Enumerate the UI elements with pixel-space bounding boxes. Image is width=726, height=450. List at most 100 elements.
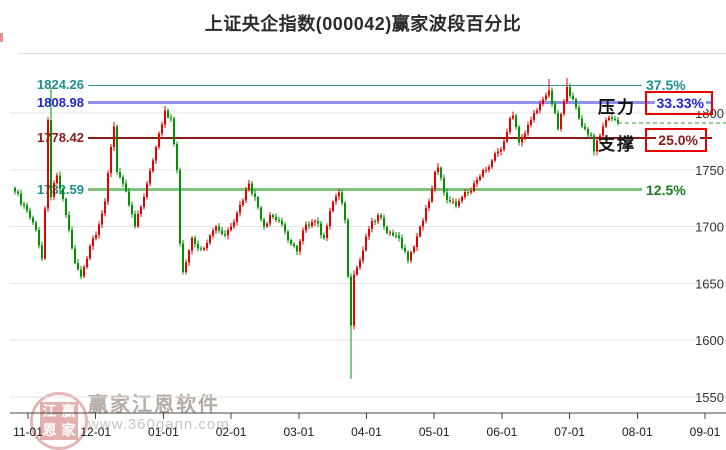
candle-body-down — [323, 235, 325, 238]
candle-body-up — [239, 204, 241, 213]
candle-body-down — [29, 210, 31, 218]
candle-body-up — [269, 215, 271, 224]
candle-body-up — [473, 183, 475, 191]
candle-body-up — [299, 240, 301, 252]
candle-body-up — [425, 207, 427, 221]
support-alert-box: 25.0% — [645, 127, 707, 152]
candle-body-up — [98, 224, 100, 235]
pressure-alert-box: 33.33% — [645, 90, 713, 115]
candle-body-up — [305, 224, 307, 231]
candle-body-down — [179, 169, 181, 244]
candle-body-up — [86, 258, 88, 267]
percent-label-33-33: 33.33% — [654, 94, 706, 111]
candle-body-down — [554, 103, 556, 114]
candle-body-down — [449, 199, 451, 202]
seal-char: 赢 — [61, 403, 76, 419]
candle-body-down — [32, 217, 34, 223]
y-axis-label: 1650 — [695, 276, 724, 291]
candle-body-down — [587, 128, 589, 135]
candle-body-down — [440, 167, 442, 179]
candle-body-up — [230, 226, 232, 230]
x-axis-label: 01-01 — [148, 425, 179, 439]
x-axis-label: 06-01 — [487, 425, 518, 439]
support-tag: 支撑 — [598, 134, 636, 154]
candle-body-up — [434, 172, 436, 189]
y-axis-label: 1700 — [695, 220, 724, 235]
candle-body-up — [497, 151, 499, 154]
candle-body-down — [221, 230, 223, 234]
candle-body-up — [428, 201, 430, 208]
candle-body-up — [422, 220, 424, 227]
candle-body-up — [461, 197, 463, 201]
candle-body-up — [149, 170, 151, 184]
candle-body-down — [407, 251, 409, 261]
candle-body-up — [452, 201, 454, 203]
candle-body-down — [467, 192, 469, 194]
x-axis-label: 03-01 — [283, 425, 314, 439]
candle-body-down — [17, 191, 19, 194]
candle-body-down — [293, 243, 295, 247]
candle-body-up — [470, 190, 472, 193]
candle-body-up — [488, 166, 490, 170]
level-price-label-33-33: 1808.98 — [37, 94, 84, 110]
candle-body-down — [578, 107, 580, 119]
candle-body-up — [608, 117, 610, 121]
candle-body-down — [20, 193, 22, 205]
candle-body-up — [143, 197, 145, 208]
candle-body-down — [575, 99, 577, 108]
candle-body-down — [581, 118, 583, 127]
candle-body-up — [536, 110, 538, 114]
candle-body-up — [335, 196, 337, 202]
candle-body-up — [530, 119, 532, 126]
candle-body-down — [134, 213, 136, 227]
candle-body-up — [491, 160, 493, 167]
candle-body-up — [566, 86, 568, 102]
candle-body-up — [545, 95, 547, 100]
candle-body-up — [188, 250, 190, 263]
candle-body-up — [521, 136, 523, 143]
candle-body-down — [515, 115, 517, 128]
candle-body-up — [164, 110, 166, 125]
candle-body-down — [347, 219, 349, 277]
candle-body-down — [194, 237, 196, 244]
candle-body-up — [95, 234, 97, 239]
x-axis-label: 12-01 — [80, 425, 111, 439]
candle-body-down — [443, 178, 445, 193]
page-title: 上证央企指数(000042)赢家波段百分比 — [204, 14, 522, 34]
candle-body-up — [233, 221, 235, 227]
candle-body-up — [410, 251, 412, 261]
candle-body-down — [584, 126, 586, 129]
candle-body-down — [38, 230, 40, 246]
candle-body-up — [437, 167, 439, 173]
candle-body-up — [605, 120, 607, 127]
candle-body-up — [563, 101, 565, 114]
candle-body-up — [191, 237, 193, 251]
candle-body-down — [401, 238, 403, 248]
candle-body-down — [374, 220, 376, 222]
candle-body-down — [617, 119, 619, 124]
candle-body-up — [419, 226, 421, 237]
candle-body-up — [560, 113, 562, 129]
candle-body-up — [53, 182, 55, 198]
pressure-tag: 压力 — [598, 97, 636, 117]
candle-body-up — [500, 149, 502, 152]
candle-body-up — [248, 183, 250, 190]
watermark-brand-text: 赢家江恩软件 — [88, 394, 220, 416]
candle-body-down — [614, 118, 616, 120]
candle-body-up — [245, 189, 247, 201]
candle-body-up — [413, 247, 415, 252]
candle-body-down — [386, 226, 388, 233]
pressure-line-33-33 — [88, 101, 712, 105]
x-axis-label: 05-01 — [419, 425, 450, 439]
x-axis-label: 02-01 — [216, 425, 247, 439]
candle-body-up — [44, 208, 46, 259]
percent-label-25: 25.0% — [656, 131, 700, 148]
candle-body-up — [527, 125, 529, 134]
candle-body-up — [206, 243, 208, 249]
candle-body-down — [116, 126, 118, 173]
candle-body-down — [131, 205, 133, 214]
candle-body-down — [77, 262, 79, 270]
title-divider — [18, 53, 726, 54]
candle-body-up — [548, 90, 550, 96]
